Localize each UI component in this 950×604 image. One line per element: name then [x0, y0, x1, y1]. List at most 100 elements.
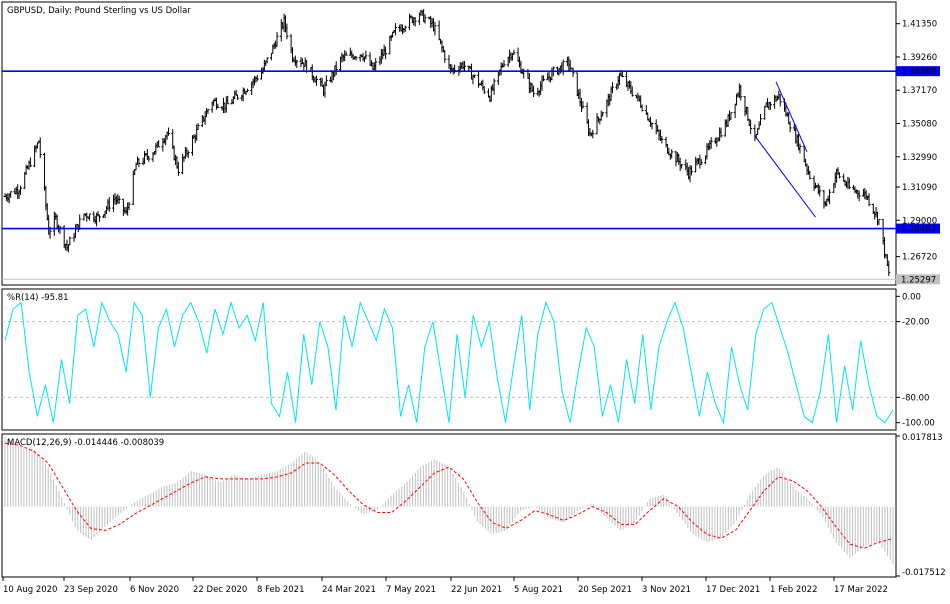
price-bar — [709, 137, 713, 149]
level-label-bg — [896, 223, 940, 234]
price-bar — [97, 214, 101, 222]
axis-layer: 1.41350 1.39260 1.37170 1.35080 1.32990 1.310… — [2, 20, 946, 595]
price-bar — [778, 94, 782, 107]
price-bar — [719, 127, 723, 138]
price-bar — [650, 122, 654, 130]
price-bar — [295, 59, 299, 68]
symbol-title: GBPUSD, Daily: Pound Sterling vs US Doll… — [7, 6, 191, 16]
price-bar — [472, 74, 476, 79]
price-bar — [423, 14, 427, 24]
wpr-tick-label: -20.00 — [902, 318, 929, 328]
macd-signal-line — [4, 442, 894, 549]
price-bar — [502, 60, 506, 68]
price-bar — [374, 58, 378, 71]
wpr-tick-label: -100.00 — [902, 419, 935, 429]
price-bar — [384, 46, 388, 60]
price-bar — [749, 119, 753, 134]
last-price-label-bg — [896, 274, 940, 285]
price-bar — [768, 101, 772, 110]
time-axis-label: 20 Sep 2021 — [578, 585, 632, 595]
time-axis-label: 24 Mar 2021 — [322, 585, 376, 595]
price-bar — [680, 164, 684, 169]
price-bar — [443, 49, 447, 63]
price-bar — [147, 155, 151, 162]
price-bar — [867, 193, 871, 207]
price-bar — [532, 85, 536, 98]
wpr-tick-label: -80.00 — [902, 393, 929, 403]
wpr-panel-frame — [1, 288, 897, 431]
time-axis-label: 7 May 2021 — [386, 585, 436, 595]
price-bar — [591, 129, 595, 139]
time-axis-label: 22 Dec 2020 — [193, 585, 247, 595]
price-bar — [88, 213, 92, 221]
wpr-layer — [2, 300, 896, 425]
price-bar — [364, 50, 368, 60]
price-bar — [275, 32, 279, 47]
price-bar — [245, 88, 249, 93]
price-bar — [581, 101, 585, 109]
price-bar — [739, 84, 743, 101]
price-bar — [167, 127, 171, 136]
macd-panel-frame — [1, 433, 897, 578]
price-bar — [482, 85, 486, 95]
price-bar — [176, 161, 180, 177]
trendline[interactable] — [775, 81, 808, 153]
price-tick-label: 1.37170 — [902, 86, 937, 96]
price-bar — [226, 95, 230, 105]
price-bar — [630, 86, 634, 97]
price-bar — [847, 177, 851, 190]
wpr-tick-label: 0.00 — [902, 292, 921, 302]
price-bar — [837, 172, 841, 179]
time-axis-label: 17 Mar 2022 — [834, 585, 888, 595]
price-bar — [285, 23, 289, 40]
wpr-label: %R(14) -95.81 — [7, 293, 69, 303]
price-bar — [38, 137, 42, 159]
price-bar — [699, 159, 703, 166]
price-bar — [255, 74, 259, 82]
price-tick-label: 1.31090 — [902, 183, 937, 193]
price-bar — [759, 113, 763, 126]
price-bar — [611, 82, 615, 94]
price-bar — [413, 17, 417, 27]
time-axis-label: 10 Aug 2020 — [3, 585, 57, 595]
price-bar — [196, 123, 200, 130]
price-bar — [798, 143, 802, 154]
time-axis-label: 6 Nov 2020 — [130, 585, 179, 595]
trendline[interactable] — [754, 135, 816, 218]
price-bar — [689, 165, 693, 176]
time-axis-label: 17 Dec 2021 — [706, 585, 760, 595]
price-tick-label: 1.29000 — [902, 216, 937, 226]
level-label: 1.28482 — [901, 225, 936, 235]
macd-label: MACD(12,26,9) -0.014446 -0.008039 — [7, 438, 164, 448]
level-label-bg — [896, 66, 940, 77]
price-tick-label: 1.35080 — [902, 120, 937, 130]
price-bar — [9, 191, 13, 198]
price-bar — [393, 23, 397, 36]
price-tick-label: 1.41350 — [902, 20, 937, 30]
price-bar — [334, 61, 338, 75]
price-bar — [236, 94, 240, 100]
level-label: 1.38369 — [901, 67, 936, 77]
price-bar — [620, 71, 624, 78]
price-bar — [137, 158, 141, 168]
price-tick-label: 1.26720 — [902, 253, 937, 263]
price-bar — [857, 190, 861, 202]
price-bar — [206, 108, 210, 114]
time-axis-label: 8 Feb 2021 — [257, 585, 305, 595]
price-bar — [788, 121, 792, 133]
price-bar — [808, 170, 812, 180]
price-bar — [344, 51, 348, 56]
price-bar — [433, 22, 437, 36]
price-bar — [541, 75, 545, 82]
price-bar — [117, 195, 121, 204]
price-bar — [640, 104, 644, 112]
price-bar — [512, 49, 516, 55]
macd-layer — [4, 437, 894, 564]
price-bar — [818, 185, 822, 197]
time-axis-label: 3 Nov 2021 — [642, 585, 691, 595]
price-bar — [492, 78, 496, 95]
price-layer — [2, 9, 896, 280]
